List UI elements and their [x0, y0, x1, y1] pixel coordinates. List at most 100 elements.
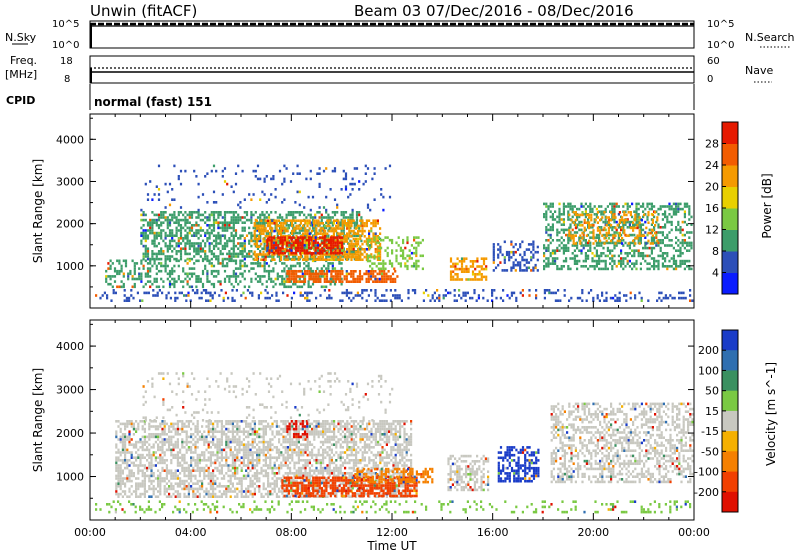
range-cell-0-10	[449, 291, 452, 295]
range-cell-1-0	[220, 427, 223, 431]
range-cell-0-8	[626, 259, 629, 263]
range-cell-0-8	[576, 226, 579, 229]
range-cell-0-8	[688, 205, 691, 208]
range-cell-0-0	[248, 252, 251, 256]
range-cell-0-3	[275, 249, 278, 252]
range-cell-0-9	[607, 216, 610, 219]
range-cell-1-0	[377, 425, 380, 428]
range-cell-0-0	[212, 229, 216, 232]
range-cell-0-1	[234, 262, 238, 265]
range-cell-1-0	[291, 422, 294, 426]
range-cell-0-3	[275, 244, 278, 247]
range-cell-0-5	[421, 267, 424, 271]
range-cell-1-0	[132, 427, 135, 431]
range-cell-0-1	[135, 262, 139, 265]
range-cell-0-2	[255, 245, 258, 248]
range-cell-0-11	[179, 182, 183, 186]
range-cell-0-8	[593, 259, 596, 263]
range-cell-0-9	[581, 213, 584, 217]
range-cell-1-0	[297, 427, 300, 431]
range-cell-0-8	[675, 249, 678, 252]
range-cell-0-6	[460, 262, 464, 266]
range-cell-0-0	[160, 234, 163, 237]
range-cell-0-4	[323, 280, 326, 283]
range-cell-0-8	[613, 244, 616, 247]
range-cell-0-2	[330, 227, 333, 230]
range-cell-0-0	[186, 213, 189, 217]
range-cell-0-9	[581, 237, 584, 240]
range-cell-0-8	[675, 210, 678, 213]
range-cell-1-0	[306, 430, 309, 433]
range-cell-0-8	[675, 259, 678, 263]
range-cell-0-2	[337, 232, 340, 235]
range-cell-0-10	[356, 294, 359, 297]
range-cell-1-0	[163, 430, 166, 433]
range-cell-0-1	[173, 282, 176, 286]
range-cell-0-3	[316, 251, 319, 255]
range-cell-0-8	[551, 218, 554, 221]
range-cell-0-5	[369, 259, 372, 263]
range-cell-0-1	[210, 272, 213, 276]
range-cell-0-1	[186, 280, 189, 283]
range-cell-0-2	[348, 250, 351, 254]
range-cell-0-8	[690, 241, 693, 245]
range-cell-0-0	[232, 255, 235, 258]
range-cell-0-10	[123, 294, 126, 297]
range-cell-0-0	[210, 250, 213, 253]
range-cell-1-0	[229, 430, 232, 433]
nsearch-tick-top: 10^5	[707, 19, 734, 30]
range-cell-0-8	[657, 213, 660, 216]
range-cell-0-8	[620, 220, 623, 224]
range-cell-0-10	[444, 294, 447, 297]
range-cell-0-8	[611, 265, 614, 268]
range-cell-0-0	[153, 221, 156, 224]
range-cell-0-0	[208, 226, 211, 230]
range-cell-0-4	[303, 275, 307, 278]
range-cell-0-11	[252, 193, 255, 196]
range-cell-0-2	[326, 224, 329, 228]
range-cell-0-1	[190, 275, 194, 278]
range-cell-1-0	[146, 435, 149, 439]
range-cell-0-8	[595, 254, 598, 258]
range-cell-1-0	[209, 420, 212, 423]
range-cell-0-2	[370, 253, 373, 256]
range-cell-0-0	[223, 221, 227, 224]
range-cell-0-0	[347, 216, 350, 219]
range-cell-0-10	[145, 291, 148, 295]
range-cell-0-2	[330, 255, 333, 259]
range-cell-1-0	[337, 438, 340, 441]
range-cell-0-1	[228, 280, 231, 283]
range-cell-0-2	[264, 255, 267, 259]
range-cell-0-0	[201, 247, 205, 250]
range-cell-0-4	[350, 275, 353, 278]
range-cell-0-5	[417, 264, 420, 268]
range-cell-0-8	[569, 207, 572, 211]
range-cell-0-5	[386, 246, 389, 250]
range-cell-0-0	[204, 221, 207, 224]
range-cell-0-2	[379, 250, 382, 254]
range-cell-0-3	[301, 238, 304, 242]
range-cell-0-6	[478, 273, 481, 276]
range-cell-0-1	[217, 280, 220, 283]
range-cell-0-8	[604, 241, 607, 245]
range-cell-0-9	[590, 213, 593, 217]
range-cell-0-3	[286, 244, 289, 247]
range-cell-0-2	[357, 232, 360, 235]
range-cell-0-8	[635, 210, 638, 213]
range-cell-0-11	[206, 172, 209, 175]
range-cell-0-3	[299, 249, 302, 252]
range-cell-0-2	[361, 232, 364, 235]
range-cell-1-0	[390, 422, 393, 426]
range-cell-0-3	[266, 238, 269, 242]
range-cell-0-8	[558, 215, 561, 219]
range-cell-0-5	[413, 264, 416, 268]
range-cell-0-0	[188, 211, 191, 214]
range-cell-0-0	[351, 211, 354, 214]
range-cell-0-0	[188, 231, 191, 235]
range-cell-1-0	[209, 430, 212, 433]
range-cell-0-2	[260, 219, 263, 222]
range-cell-0-0	[140, 226, 143, 230]
range-cell-1-0	[231, 438, 234, 441]
range-cell-0-10	[392, 294, 395, 297]
range-cell-1-0	[196, 422, 199, 426]
